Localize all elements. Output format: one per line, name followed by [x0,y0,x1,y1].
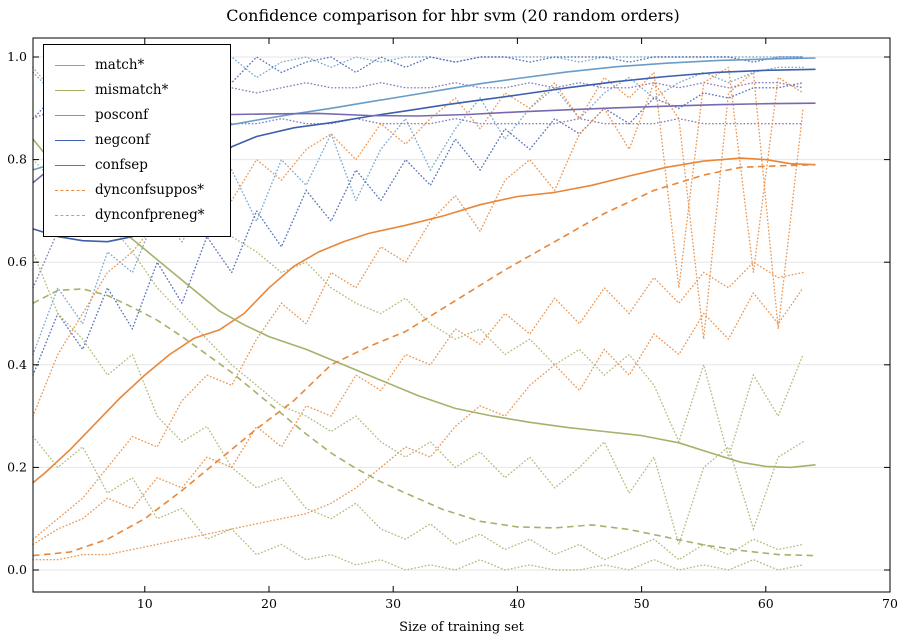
legend-item-label: match* [95,56,145,73]
band-line-mismatch-std [32,251,804,561]
band-line-dynconfsuppos+std [32,71,804,540]
x-tick-label: 50 [634,596,650,611]
band-line-confsep-std [32,117,804,289]
legend-line-sample [55,215,85,216]
legend-line-sample [55,65,85,66]
band-line-dynconfsuppos-std [32,287,804,561]
legend-item-label: negconf [95,131,150,148]
x-tick-label: 40 [509,596,525,611]
series-line-mismatch* [32,138,816,469]
legend-line-sample [55,165,85,166]
x-tick-label: 10 [137,596,153,611]
x-tick-label: 30 [385,596,401,611]
series-line-dynconfsuppos* [32,163,816,557]
legend-item: match* [55,53,220,78]
legend-item-label: dynconfsuppos* [95,181,205,198]
legend-item: confsep [55,153,220,178]
series-line-match* [32,157,816,484]
x-tick-label: 20 [261,596,277,611]
chart-title: Confidence comparison for hbr svm (20 ra… [226,6,680,25]
legend-item: posconf [55,103,220,128]
legend-item: dynconfsuppos* [55,178,220,203]
legend-line-sample [55,190,85,191]
legend-item-label: posconf [95,106,149,123]
legend-line-sample [55,115,85,116]
band-line-dynconfpreneg-std [32,435,804,571]
series-line-negconf [32,68,816,243]
legend-item-label: dynconfpreneg* [95,206,205,223]
y-tick-label: 1.0 [7,49,27,64]
legend-item: negconf [55,128,220,153]
y-tick-label: 0.8 [7,152,27,167]
plot-frame [32,37,891,593]
band-line-negconf+std [32,56,804,136]
legend-item-label: confsep [95,156,148,173]
series-line-dynconfpreneg* [32,288,816,557]
x-axis-label: Size of training set [399,620,524,635]
x-tick-label: 60 [758,596,774,611]
band-line-posconf-std [32,66,804,356]
y-tick-label: 0.6 [7,254,27,269]
legend: match* mismatch* posconf negconf confsep… [43,44,231,237]
legend-line-sample [55,140,85,141]
y-tick-label: 0.4 [7,357,27,372]
y-tick-label: 0.2 [7,459,27,474]
band-line-match-std [32,261,804,546]
legend-item-label: mismatch* [95,81,169,98]
legend-line-sample [55,90,85,91]
band-line-dynconfpreneg+std [32,158,804,547]
legend-item: mismatch* [55,78,220,103]
y-tick-label: 0.0 [7,562,27,577]
legend-item: dynconfpreneg* [55,203,220,228]
x-tick-label: 70 [882,596,898,611]
